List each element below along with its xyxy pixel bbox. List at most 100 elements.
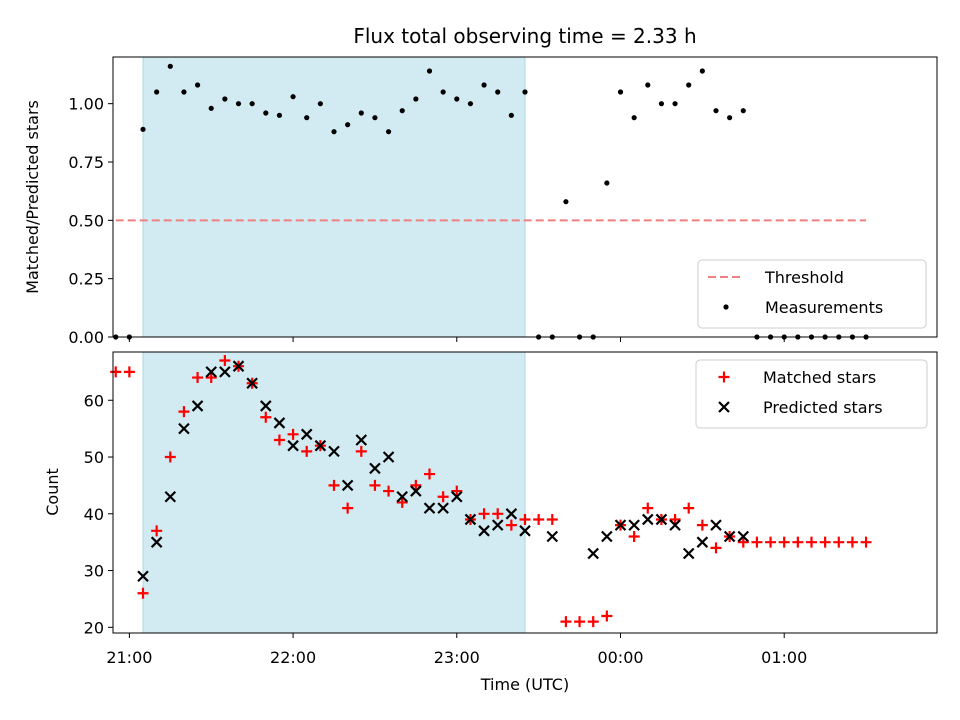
data-point [560, 616, 572, 628]
data-point [601, 530, 613, 543]
data-point [260, 400, 272, 412]
data-point [235, 101, 242, 107]
data-point [833, 536, 845, 548]
x-tick-label: 23:00 [434, 648, 480, 667]
data-point [263, 110, 269, 116]
data-point [710, 542, 722, 554]
data-point [778, 536, 790, 548]
data-point [399, 108, 405, 114]
data-point [301, 445, 313, 457]
data-point [683, 502, 695, 514]
data-point [727, 115, 733, 121]
legend-marker-swatch [718, 401, 730, 413]
bottom-panel: 20 30 40 50 60 21:00 22:00 23:00 00:00 01:00 Match… [84, 351, 938, 667]
data-point [669, 519, 681, 531]
data-point [491, 519, 504, 531]
y-tick-label: 1.00 [68, 95, 104, 114]
chart-title: Flux total observing time = 2.33 h [353, 24, 696, 48]
legend-label: Matched stars [763, 368, 876, 387]
data-point [574, 616, 586, 628]
data-point [437, 502, 449, 514]
data-point [208, 105, 214, 111]
data-point [860, 536, 872, 548]
data-point [492, 508, 504, 520]
data-point [222, 96, 228, 102]
data-point [737, 530, 750, 543]
data-point [440, 89, 446, 95]
data-point [410, 485, 422, 497]
top-panel: 0.00 0.25 0.50 0.75 1.00 Threshold Measurement… [68, 56, 938, 347]
data-point [150, 536, 163, 548]
data-point [205, 366, 218, 378]
data-point [300, 428, 313, 441]
data-point [276, 112, 283, 118]
data-point [396, 490, 408, 503]
legend-box [697, 259, 927, 329]
data-point [505, 519, 517, 531]
data-point [219, 366, 231, 378]
x-tick-label: 22:00 [270, 648, 316, 667]
data-point [628, 519, 640, 531]
legend-label: Threshold [764, 268, 844, 287]
data-point [723, 530, 736, 543]
data-point [819, 536, 831, 548]
data-point [205, 372, 217, 384]
data-point [546, 530, 559, 543]
data-point [505, 508, 518, 520]
legend-box [695, 359, 928, 429]
data-point [328, 479, 340, 491]
data-point [604, 180, 610, 186]
data-point [464, 513, 477, 526]
data-point [426, 68, 433, 74]
data-point [369, 462, 381, 475]
data-point [478, 508, 490, 520]
data-point [154, 89, 160, 95]
data-point [587, 547, 599, 560]
data-point [110, 366, 122, 378]
data-point [423, 502, 436, 514]
series-predicted-stars [137, 360, 750, 583]
data-point [740, 108, 746, 114]
data-point [713, 108, 719, 114]
x-tick-label: 00:00 [597, 648, 643, 667]
data-point [331, 129, 337, 135]
data-point [519, 525, 531, 537]
data-point [481, 82, 487, 88]
bottom-y-axis-title: Count [43, 468, 62, 516]
data-point [519, 513, 531, 525]
x-axis-title: Time (UTC) [480, 675, 569, 694]
data-point [317, 101, 323, 107]
data-point [290, 94, 296, 100]
data-point [273, 434, 285, 446]
data-point [846, 536, 858, 548]
data-point [454, 96, 460, 102]
data-point [192, 372, 204, 384]
data-point [328, 445, 340, 458]
data-point [219, 355, 231, 367]
plot-frame [112, 56, 938, 338]
data-point [382, 451, 395, 463]
data-point [631, 115, 637, 121]
top-y-axis-title: Matched/Predicted stars [23, 100, 42, 294]
data-point [696, 519, 708, 531]
data-point [358, 110, 364, 116]
data-point [137, 570, 149, 583]
data-point [601, 610, 613, 622]
data-point [273, 417, 286, 429]
data-point [178, 422, 190, 435]
data-point [191, 400, 204, 412]
y-tick-label: 60 [84, 391, 104, 410]
data-point [451, 490, 463, 503]
x-tick-label: 21:00 [106, 648, 152, 667]
data-point [383, 485, 395, 497]
data-point [645, 82, 651, 88]
data-point [342, 502, 354, 514]
data-point [164, 490, 177, 503]
data-point [424, 468, 436, 480]
data-point [672, 101, 678, 107]
data-point [304, 115, 310, 121]
y-tick-label: 40 [84, 505, 104, 524]
observing-window-shade [142, 351, 526, 634]
legend: Threshold Measurements [697, 259, 927, 329]
